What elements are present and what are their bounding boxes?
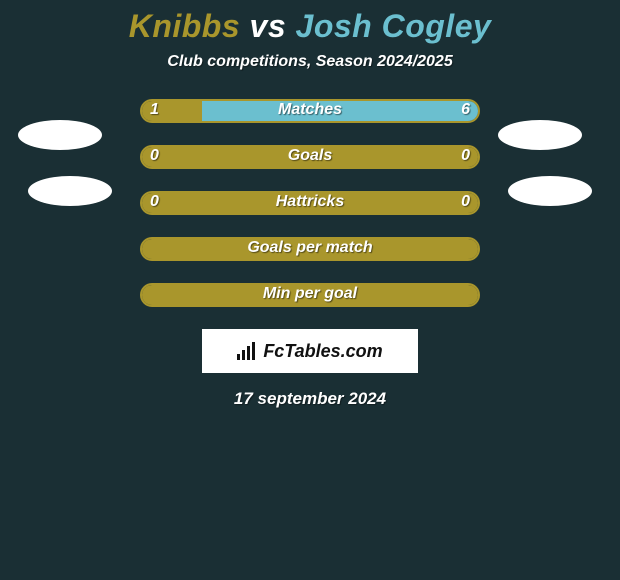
date-label: 17 september 2024 [0,389,620,409]
bar-left [142,239,478,259]
bar-track [140,145,480,169]
stat-row: 00Goals [140,145,480,169]
bar-left [142,147,478,167]
chart-container: Knibbs vs Josh Cogley Club competitions,… [0,0,620,580]
stat-row: 16Matches [140,99,480,123]
title-player2: Josh Cogley [296,8,492,44]
bar-left [142,193,478,213]
bar-track [140,283,480,307]
page-title: Knibbs vs Josh Cogley [0,0,620,45]
stat-row: Goals per match [140,237,480,261]
logo: FcTables.com [237,341,382,362]
placeholder-oval [18,120,102,150]
title-player1: Knibbs [129,8,240,44]
title-vs: vs [250,8,287,44]
logo-text: FcTables.com [263,341,382,362]
bar-left [142,285,478,305]
bar-left [142,101,202,121]
stat-row: 00Hattricks [140,191,480,215]
stat-row: Min per goal [140,283,480,307]
bar-track [140,191,480,215]
logo-box: FcTables.com [202,329,418,373]
bar-right [202,101,478,121]
placeholder-oval [498,120,582,150]
placeholder-oval [28,176,112,206]
subtitle: Club competitions, Season 2024/2025 [0,53,620,71]
placeholder-oval [508,176,592,206]
bar-chart-icon [237,342,259,360]
bar-track [140,237,480,261]
bar-track [140,99,480,123]
